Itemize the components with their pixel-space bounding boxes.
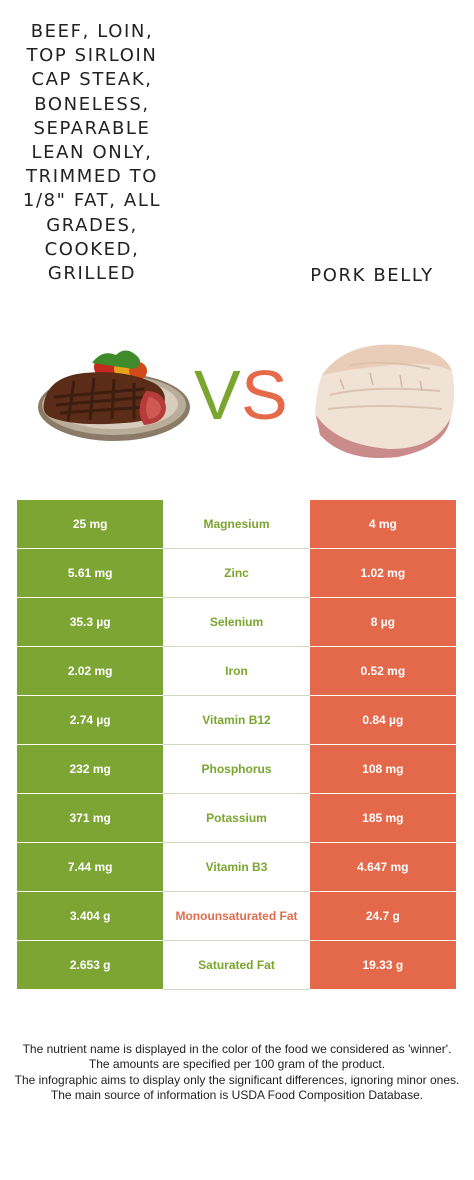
right-food-value: 4.647 mg xyxy=(309,842,456,892)
left-food-value: 2.02 mg xyxy=(17,646,164,696)
left-food-value: 2.74 µg xyxy=(17,695,164,745)
nutrient-name: Vitamin B12 xyxy=(163,695,310,745)
left-food-value: 2.653 g xyxy=(17,940,164,990)
right-food-value: 185 mg xyxy=(309,793,456,843)
right-food-value: 19.33 g xyxy=(309,940,456,990)
left-food-value: 232 mg xyxy=(17,744,164,794)
left-food-value: 35.3 µg xyxy=(17,597,164,647)
nutrient-row: 232 mg Phosphorus 108 mg xyxy=(17,744,456,794)
nutrient-name: Magnesium xyxy=(163,500,310,549)
right-food-value: 0.52 mg xyxy=(309,646,456,696)
left-food-value: 7.44 mg xyxy=(17,842,164,892)
steak-plate-icon xyxy=(38,350,190,441)
right-food-value: 24.7 g xyxy=(309,891,456,941)
footer-notes: The nutrient name is displayed in the co… xyxy=(14,1042,460,1103)
footer-line-winner: The nutrient name is displayed in the co… xyxy=(22,1042,452,1056)
left-food-title-line: COOKED, xyxy=(44,238,140,260)
nutrient-name: Monounsaturated Fat xyxy=(163,891,310,941)
right-food-value: 8 µg xyxy=(309,597,456,647)
vs-label: V S xyxy=(194,355,290,435)
nutrient-row: 2.02 mg Iron 0.52 mg xyxy=(17,646,456,696)
nutrient-name: Saturated Fat xyxy=(163,940,310,990)
left-food-title-line: TRIMMED TO xyxy=(26,166,158,188)
footer-line-aims: The infographic aims to display only the… xyxy=(14,1072,460,1087)
left-food-title: BEEF, LOIN, TOP SIRLOIN CAP STEAK, BONELESS… xyxy=(6,20,178,286)
nutrient-row: 35.3 µg Selenium 8 µg xyxy=(17,597,456,647)
nutrient-row: 25 mg Magnesium 4 mg xyxy=(17,500,456,549)
left-food-title-line: SEPARABLE xyxy=(33,117,151,139)
nutrient-name: Phosphorus xyxy=(163,744,310,794)
nutrient-row: 371 mg Potassium 185 mg xyxy=(17,793,456,843)
left-food-value: 5.61 mg xyxy=(17,548,164,598)
vs-s-letter: S xyxy=(241,356,288,434)
nutrient-row: 5.61 mg Zinc 1.02 mg xyxy=(17,548,456,598)
left-food-value: 371 mg xyxy=(17,793,164,843)
nutrient-name: Iron xyxy=(163,646,310,696)
footer-line-amounts: The amounts are specified per 100 gram o… xyxy=(88,1057,386,1072)
right-food-value: 108 mg xyxy=(309,744,456,794)
right-food-value: 0.84 µg xyxy=(309,695,456,745)
nutrient-row: 2.74 µg Vitamin B12 0.84 µg xyxy=(17,695,456,745)
left-food-title-line: TOP SIRLOIN xyxy=(26,45,158,67)
right-food-value: 4 mg xyxy=(309,500,456,549)
nutrient-name: Zinc xyxy=(163,548,310,598)
nutrient-row: 7.44 mg Vitamin B3 4.647 mg xyxy=(17,842,456,892)
left-food-title-line: BEEF, LOIN, xyxy=(30,21,154,42)
right-food-value: 1.02 mg xyxy=(309,548,456,598)
nutrient-name: Potassium xyxy=(163,793,310,843)
left-food-title-line: LEAN ONLY, xyxy=(31,142,153,164)
pork-belly-icon xyxy=(315,344,455,459)
left-food-title-line: GRILLED xyxy=(47,263,137,285)
left-food-value: 25 mg xyxy=(17,500,164,549)
left-food-title-line: BONELESS, xyxy=(34,93,150,115)
left-food-title-line: GRADES, xyxy=(46,214,138,236)
left-food-title-line: 1/8" FAT, ALL xyxy=(22,190,162,212)
nutrient-name: Vitamin B3 xyxy=(163,842,310,892)
left-food-value: 3.404 g xyxy=(17,891,164,941)
nutrient-comparison-table: 25 mg Magnesium 4 mg 5.61 mg Zinc 1.02 mg 35.3… xyxy=(17,500,456,990)
right-food-title: PORK BELLY xyxy=(310,265,434,286)
nutrient-row: 3.404 g Monounsaturated Fat 24.7 g xyxy=(17,891,456,941)
left-food-title-line: CAP STEAK, xyxy=(31,69,153,91)
footer-line-source: The main source of information is USDA F… xyxy=(50,1087,424,1102)
nutrient-row: 2.653 g Saturated Fat 19.33 g xyxy=(17,940,456,990)
vs-v-letter: V xyxy=(194,356,241,434)
nutrient-name: Selenium xyxy=(163,597,310,647)
